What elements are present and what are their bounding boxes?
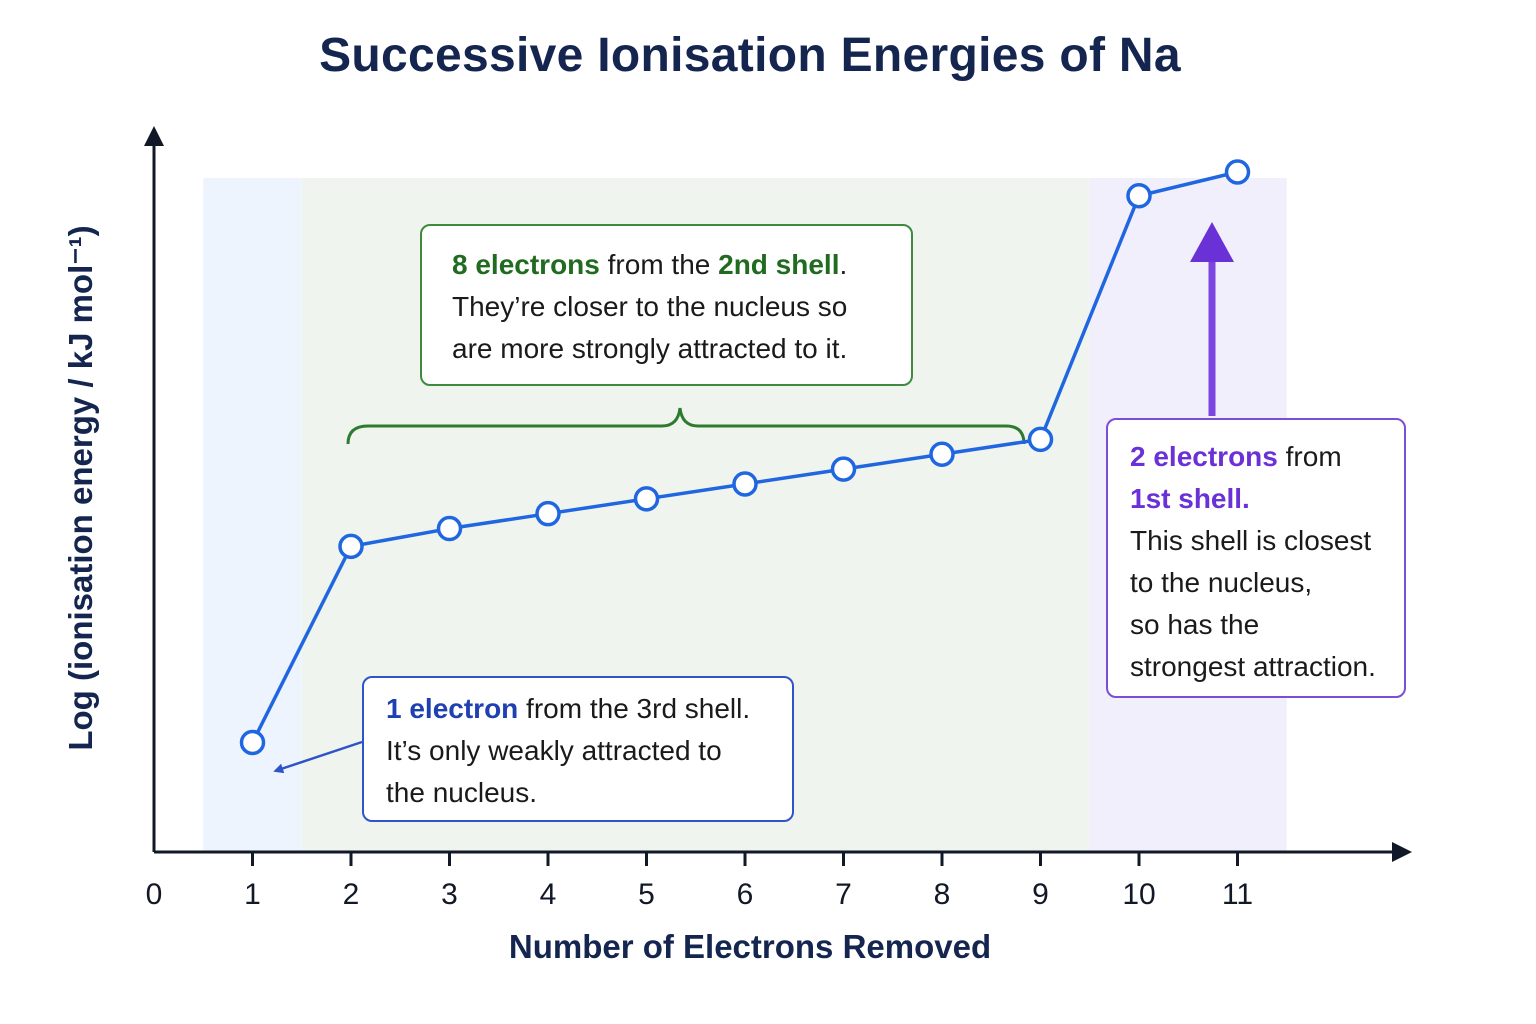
second-shell-brace	[346, 407, 1026, 445]
x-ticks: 0 1 2 3 4 5 6 7 8 9 10 11	[146, 852, 1253, 911]
data-point	[1027, 426, 1054, 453]
x-tick-label: 3	[441, 878, 458, 911]
data-point	[535, 500, 561, 527]
third-shell-pointer-arrow	[273, 740, 363, 774]
x-tick-label: 5	[638, 878, 655, 911]
third-shell-callout-line2: It’s only weakly attracted to	[386, 735, 722, 766]
x-tick-label: 6	[737, 878, 754, 911]
third-shell-callout-line3: the nucleus.	[386, 777, 537, 808]
x-axis-arrowhead	[1392, 842, 1412, 862]
second-shell-callout-line1: 8 electrons from the 2nd shell.	[452, 244, 881, 286]
x-tick-label: 4	[540, 878, 557, 911]
first-shell-highlight-shell: 1st shell.	[1130, 483, 1250, 514]
first-shell-callout-line5: so has the	[1130, 609, 1260, 640]
second-shell-callout: 8 electrons from the 2nd shell. They’re …	[420, 224, 913, 386]
x-tick-label: 0	[146, 878, 163, 911]
first-shell-callout-line1: 2 electrons from	[1130, 436, 1382, 478]
second-shell-text1: from the	[599, 249, 719, 280]
third-shell-callout-line1: 1 electron from the 3rd shell.	[386, 688, 770, 730]
second-shell-text-end: .	[839, 249, 848, 280]
first-shell-text1: from	[1277, 441, 1342, 472]
first-shell-highlight-count: 2 electrons	[1130, 441, 1278, 472]
chart-title: Successive Ionisation Energies of Na	[319, 29, 1181, 82]
second-shell-highlight-shell: 2nd shell	[718, 249, 840, 280]
x-tick-label: 2	[343, 878, 360, 911]
data-point	[830, 456, 857, 482]
second-shell-highlight-count: 8 electrons	[452, 249, 600, 280]
data-point	[239, 729, 266, 756]
third-shell-highlight: 1 electron	[386, 693, 519, 724]
x-tick-label: 1	[244, 878, 261, 911]
data-point	[338, 533, 364, 560]
data-point	[1224, 159, 1251, 185]
data-point	[929, 441, 955, 468]
third-shell-text1: from the 3rd shell.	[518, 693, 751, 724]
data-point	[436, 515, 463, 542]
first-shell-callout-line3: This shell is closest	[1130, 525, 1372, 556]
y-axis-title: Log (ionisation energy / kJ mol⁻¹)	[62, 225, 99, 750]
third-shell-callout: 1 electron from the 3rd shell. It’s only…	[362, 676, 794, 822]
data-point	[1126, 183, 1152, 209]
data-point	[732, 471, 758, 497]
first-shell-callout-line6: strongest attraction.	[1130, 651, 1376, 682]
data-point	[633, 486, 660, 512]
axes	[144, 126, 1412, 862]
y-axis-arrowhead	[144, 126, 164, 146]
ionisation-series	[239, 159, 1251, 756]
x-tick-label: 9	[1032, 878, 1049, 911]
first-shell-callout-line4: to the nucleus,	[1130, 567, 1313, 598]
x-tick-label: 11	[1222, 878, 1253, 911]
x-tick-label: 10	[1122, 878, 1155, 911]
second-shell-callout-line2: They’re closer to the nucleus so	[452, 291, 848, 322]
first-shell-arrow	[1190, 222, 1234, 416]
x-tick-label: 7	[835, 878, 852, 911]
x-axis-title: Number of Electrons Removed	[509, 928, 991, 965]
x-tick-label: 8	[934, 878, 951, 911]
first-shell-callout: 2 electrons from 1st shell. This shell i…	[1106, 418, 1406, 698]
second-shell-callout-line3: are more strongly attracted to it.	[452, 333, 848, 364]
